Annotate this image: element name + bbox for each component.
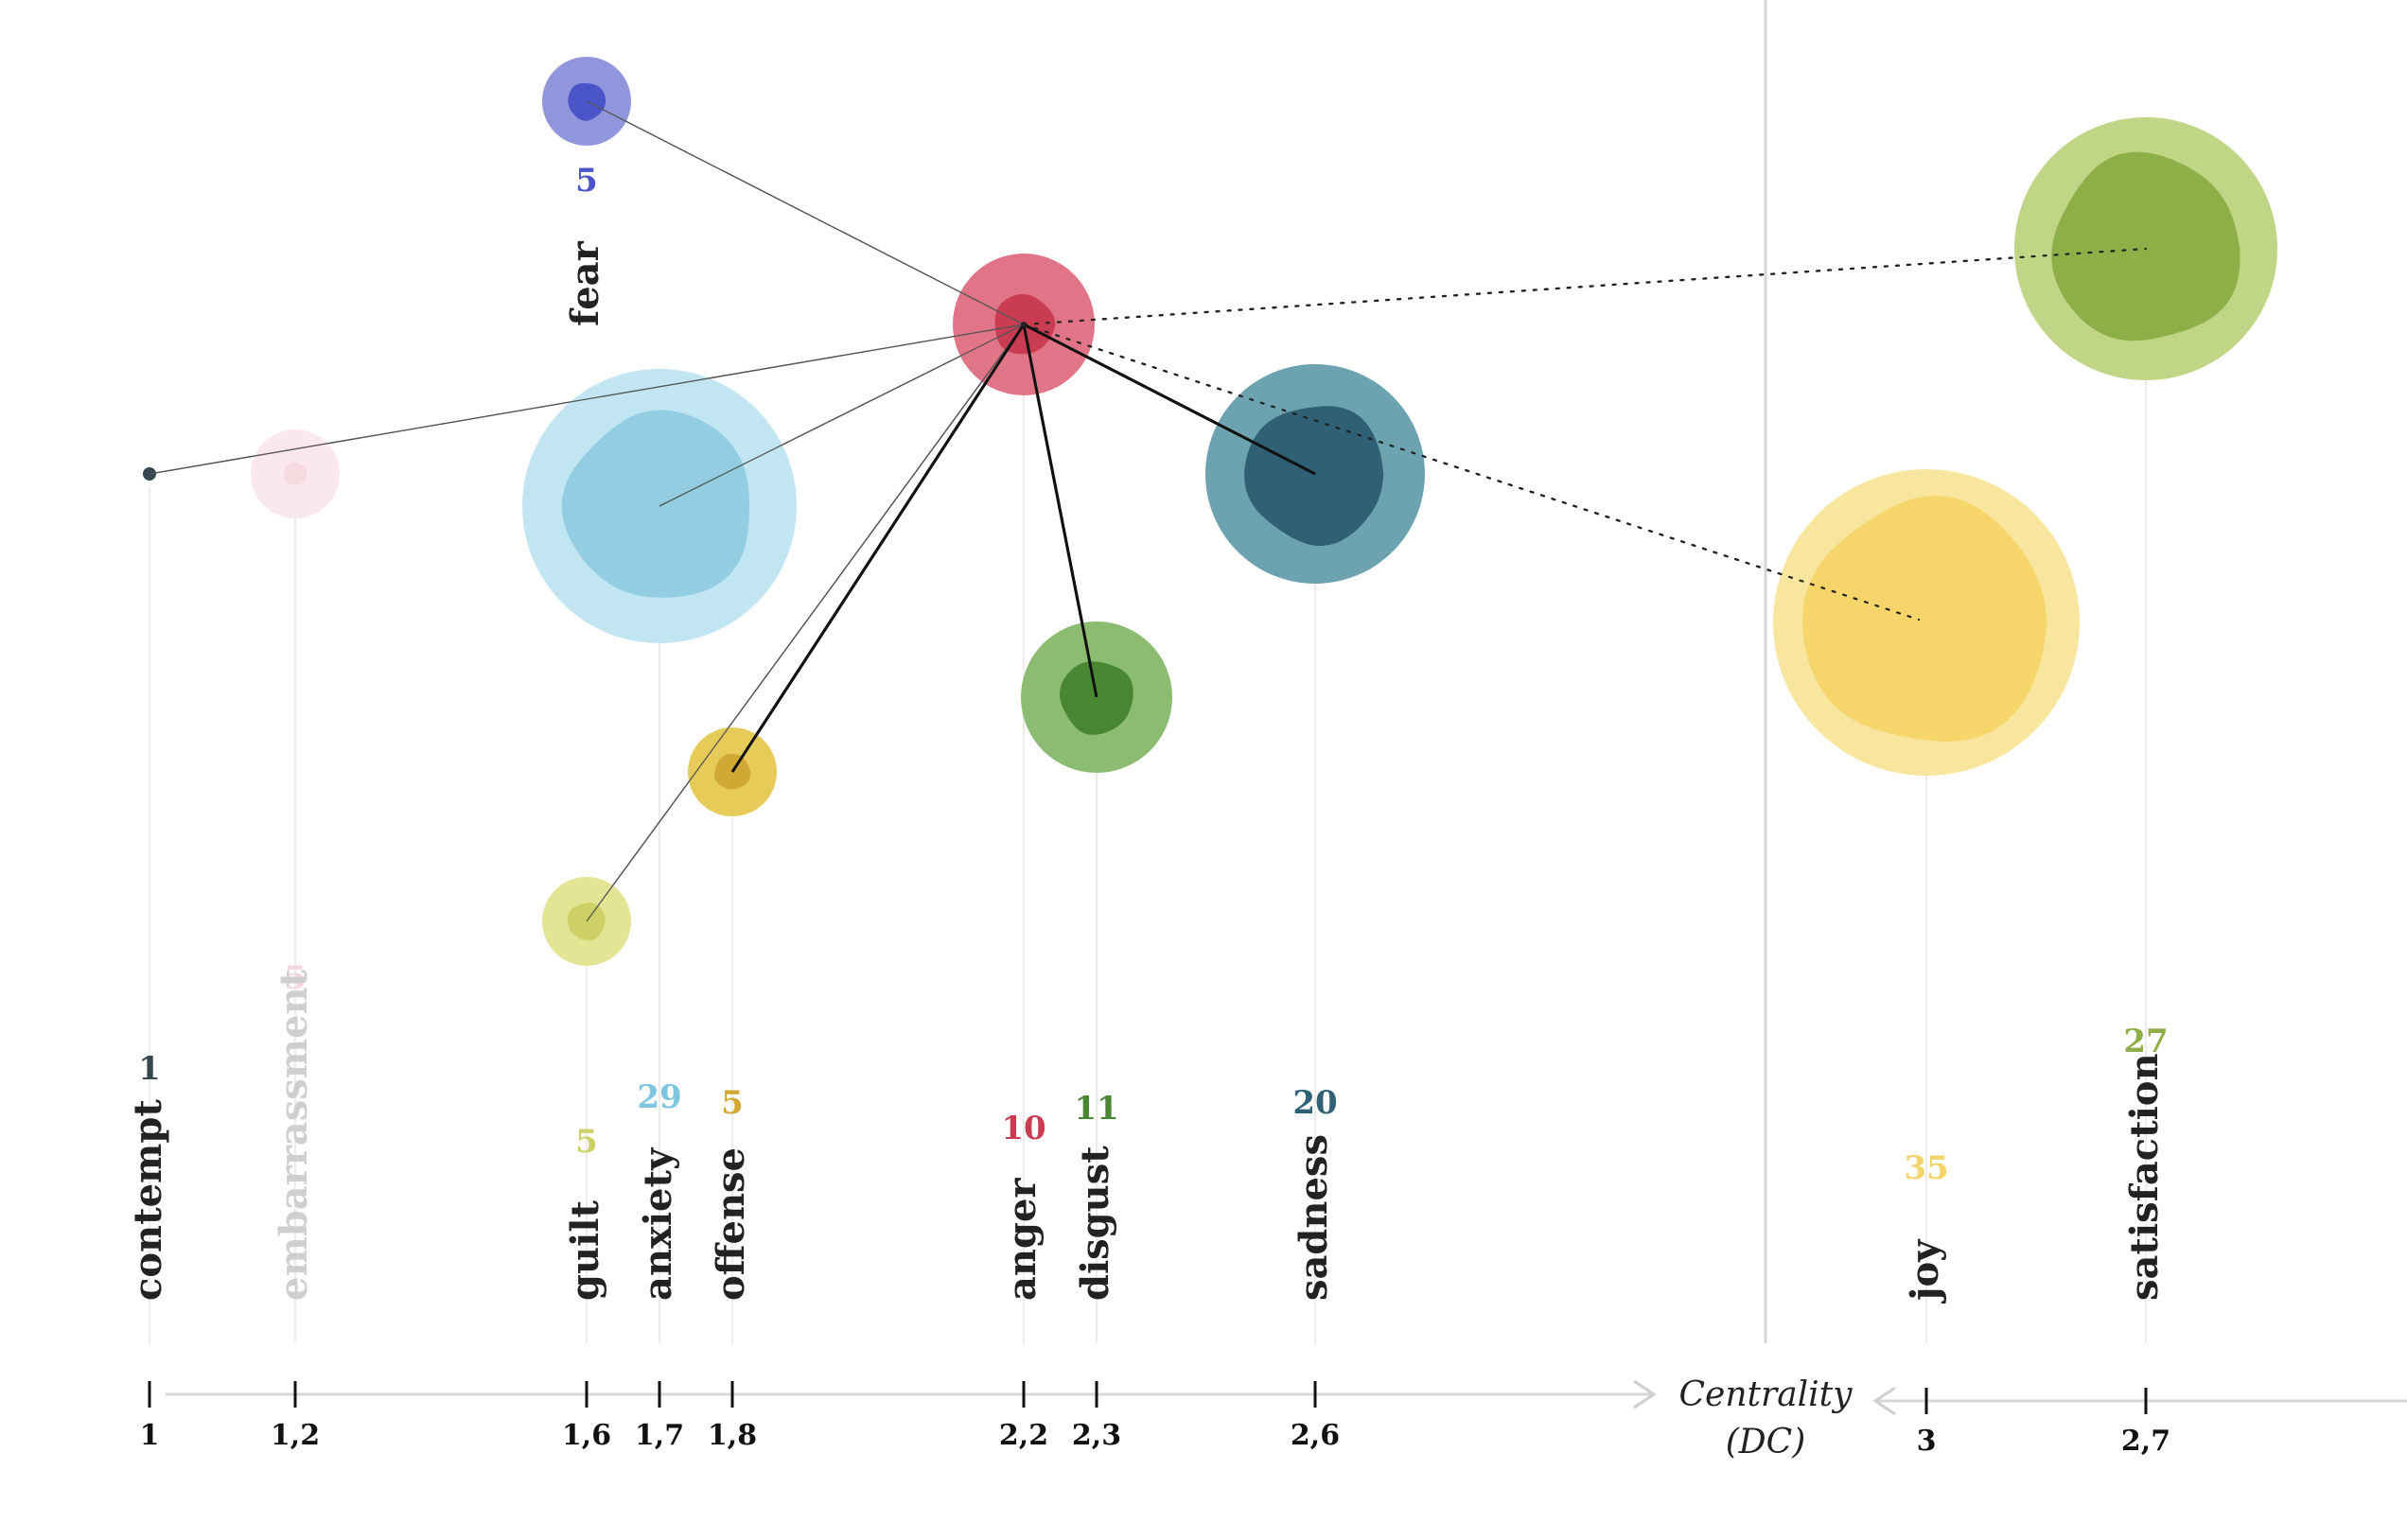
- axis-title-unit: (DC): [1726, 1423, 1806, 1461]
- bubble-joy: [1773, 469, 2080, 776]
- bubble-inner-embarrassment: [284, 462, 307, 485]
- tick-label-offense: 1,8: [708, 1419, 757, 1452]
- name-label-embarrassment: embarrassment: [272, 969, 316, 1301]
- hub-point: [1021, 322, 1027, 327]
- name-label-offense: offense: [709, 1147, 753, 1301]
- link-anger-guilt: [586, 324, 1025, 922]
- tick-label-anger: 2,2: [999, 1419, 1048, 1452]
- name-label-guilt: guilt: [563, 1200, 607, 1301]
- count-label-joy: 35: [1904, 1149, 1948, 1187]
- count-label-sadness: 20: [1292, 1084, 1337, 1122]
- name-label-satisfaction: satisfaction: [2122, 1053, 2167, 1301]
- name-label-contempt: contempt: [126, 1099, 170, 1301]
- bubble-inner-joy: [1801, 496, 2047, 742]
- bubble-inner-guilt: [567, 902, 606, 941]
- name-label-sadness: sadness: [1291, 1134, 1336, 1301]
- name-label-fear: fear: [563, 240, 607, 326]
- emotion-bubbles: [143, 57, 2277, 966]
- axis-arrow-left-icon: [1872, 1386, 1896, 1416]
- bubble-inner-anxiety: [561, 410, 750, 598]
- link-anger-joy: [1022, 323, 1921, 621]
- count-label-embarrassment: 5: [284, 959, 307, 997]
- link-anger-sadness: [1023, 323, 1316, 476]
- count-label-disgust: 11: [1074, 1090, 1118, 1128]
- count-label-fear: 5: [575, 162, 598, 200]
- link-anger-offense: [730, 324, 1026, 773]
- bubble-inner-satisfaction: [2051, 151, 2240, 341]
- tick-label-contempt: 1: [140, 1419, 160, 1452]
- centrality-axis: Centrality (DC) 1 1,2 1,6 1,7 1,8 2,2 2,3 2,6 3 2…: [140, 0, 2407, 1461]
- name-label-anxiety: anxiety: [636, 1146, 680, 1301]
- name-label-disgust: disgust: [1073, 1146, 1117, 1301]
- guide-lines: [149, 380, 2147, 1343]
- count-label-guilt: 5: [575, 1123, 598, 1161]
- bubble-embarrassment: [251, 429, 340, 518]
- link-anger-disgust: [1022, 324, 1098, 698]
- name-label-anger: anger: [1000, 1178, 1045, 1301]
- bubble-outer-embarrassment: [251, 429, 340, 518]
- tick-label-sadness: 2,6: [1291, 1419, 1340, 1452]
- tick-label-joy: 3: [1917, 1425, 1937, 1458]
- count-label-anxiety: 29: [637, 1078, 681, 1116]
- axis-arrow-right-icon: [1633, 1379, 1657, 1409]
- emotion-labels: 1contempt5embarrassment5fear5guilt29anxi…: [126, 162, 2169, 1304]
- count-label-satisfaction: 27: [2123, 1023, 2168, 1060]
- tick-label-anxiety: 1,7: [635, 1419, 684, 1452]
- axis-title: Centrality: [1678, 1375, 1853, 1414]
- count-label-offense: 5: [721, 1084, 744, 1122]
- tick-label-disgust: 2,3: [1072, 1419, 1121, 1452]
- bubble-inner-disgust: [1059, 661, 1133, 735]
- bubble-inner-sadness: [1244, 406, 1384, 547]
- count-label-contempt: 1: [138, 1050, 161, 1088]
- link-anger-satisfaction: [1022, 247, 2148, 326]
- count-label-anger: 10: [1001, 1110, 1045, 1147]
- tick-label-embarrassment: 1,2: [271, 1419, 320, 1452]
- link-anger-fear: [586, 100, 1025, 325]
- tick-label-satisfaction: 2,7: [2121, 1425, 2170, 1458]
- link-anger-contempt: [149, 324, 1025, 475]
- name-label-joy: joy: [1903, 1238, 1947, 1304]
- tick-label-guilt: 1,6: [562, 1419, 611, 1452]
- link-anger-anxiety: [659, 324, 1025, 507]
